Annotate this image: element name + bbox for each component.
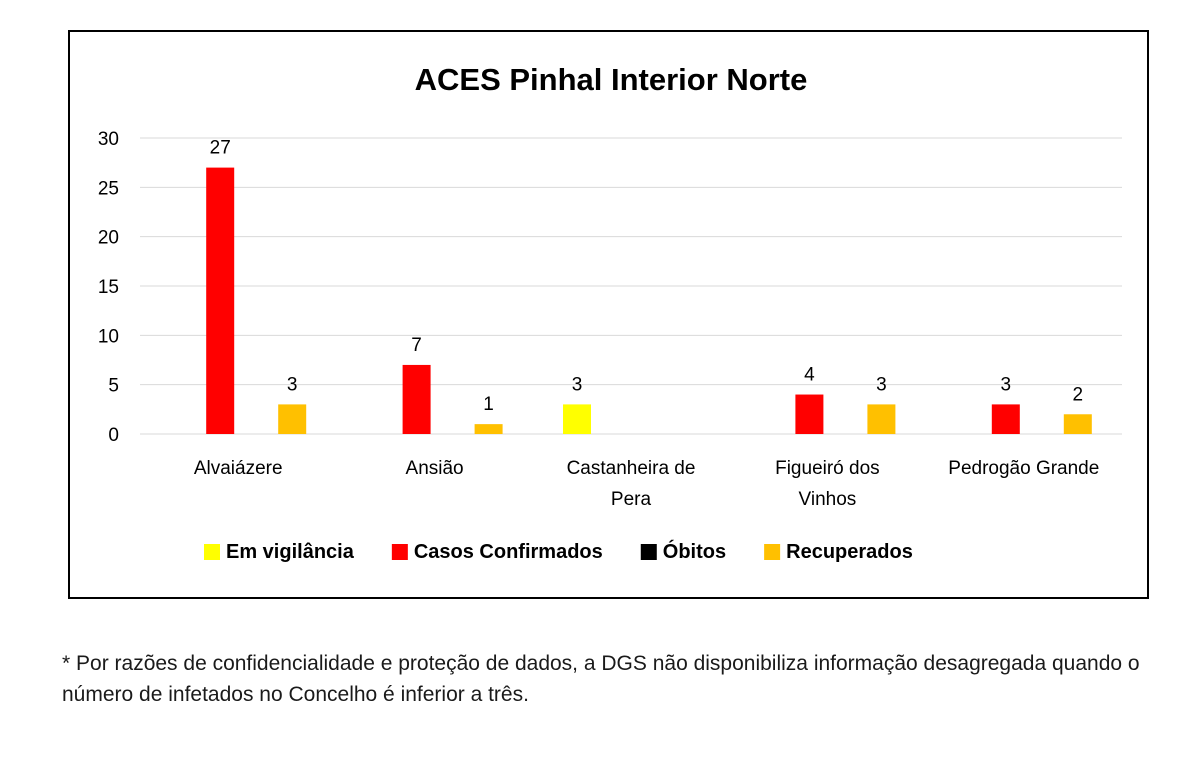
data-label: 1 [483,394,494,415]
legend-label: Em vigilância [226,541,355,563]
bar [1063,414,1092,434]
bar [867,404,896,434]
y-tick-label: 10 [98,326,119,347]
bar [278,404,307,434]
data-label: 3 [876,374,887,395]
data-label: 2 [1073,384,1084,405]
bar [206,167,235,434]
legend-label: Óbitos [663,539,726,563]
legend-swatch [764,544,781,560]
x-tick-label: Castanheira de [567,458,696,479]
x-tick-label: Vinhos [799,489,857,510]
data-label: 27 [210,138,231,159]
legend-label: Casos Confirmados [414,541,603,563]
y-tick-label: 20 [98,228,119,249]
legend-label: Recuperados [786,541,913,563]
footnote: * Por razões de confidencialidade e prot… [62,652,1140,706]
data-label: 7 [411,335,422,356]
bar [563,404,591,434]
legend-swatch [391,544,408,560]
bar [474,424,503,434]
chart-title: ACES Pinhal Interior Norte [415,62,808,97]
y-tick-label: 15 [98,277,119,298]
y-tick-label: 5 [108,376,119,397]
x-tick-label: Ansião [406,458,464,479]
bar [402,364,431,434]
y-tick-label: 0 [108,425,119,446]
data-label: 4 [804,365,815,386]
x-tick-label: Alvaiázere [194,458,283,479]
data-label: 3 [287,374,298,395]
x-tick-label: Pedrogão Grande [948,458,1099,479]
x-tick-label: Pera [611,489,652,510]
y-tick-label: 25 [98,178,119,199]
chart-frame: ACES Pinhal Interior Norte 0 5 10 15 20 25 30 27… [68,30,1149,599]
bar [795,394,824,434]
data-label: 3 [572,374,583,395]
legend-swatch [204,544,220,560]
y-tick-label: 30 [98,129,119,150]
data-label: 3 [1001,374,1012,395]
bar [991,404,1020,434]
legend-swatch [640,544,657,560]
x-tick-label: Figueiró dos [775,458,880,479]
